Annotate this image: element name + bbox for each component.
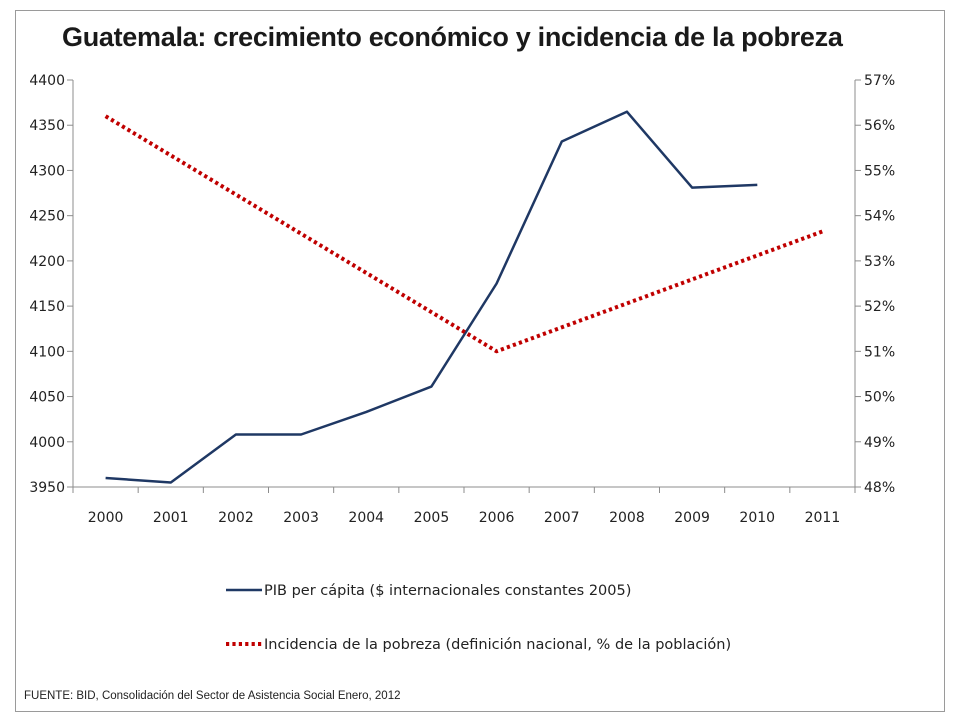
right-tick-label: 49% xyxy=(864,435,895,451)
right-tick-label: 50% xyxy=(864,390,895,406)
x-tick-label: 2007 xyxy=(544,510,580,526)
chart-axes: 3950 4000 4050 4100 4150 4200 4250 4300 4350 4400… xyxy=(29,73,895,526)
x-tick-label: 2010 xyxy=(739,510,775,526)
right-tick-label: 57% xyxy=(864,73,895,89)
left-tick-label: 4200 xyxy=(29,254,65,270)
x-tick-label: 2011 xyxy=(805,510,841,526)
legend-label-pobreza: Incidencia de la pobreza (definición nac… xyxy=(264,637,731,653)
right-tick-label: 56% xyxy=(864,118,895,134)
left-tick-label: 4050 xyxy=(29,390,65,406)
right-tick-label: 53% xyxy=(864,254,895,270)
x-tick-label: 2006 xyxy=(479,510,515,526)
x-tick-label: 2005 xyxy=(414,510,450,526)
left-tick-label: 4300 xyxy=(29,163,65,179)
chart-title: Guatemala: crecimiento económico y incid… xyxy=(62,22,843,52)
x-tick-label: 2004 xyxy=(348,510,384,526)
source-note: FUENTE: BID, Consolidación del Sector de… xyxy=(24,690,401,702)
x-tick-label: 2003 xyxy=(283,510,319,526)
x-tick-label: 2009 xyxy=(674,510,710,526)
left-tick-label: 4350 xyxy=(29,118,65,134)
left-tick-label: 4150 xyxy=(29,299,65,315)
x-tick-label: 2001 xyxy=(153,510,189,526)
left-tick-label: 4000 xyxy=(29,435,65,451)
x-tick-label: 2000 xyxy=(88,510,124,526)
slide-frame xyxy=(15,10,945,712)
left-tick-label: 4250 xyxy=(29,209,65,225)
right-tick-label: 51% xyxy=(864,344,895,360)
series-line-pobreza xyxy=(104,114,824,354)
x-tick-label: 2002 xyxy=(218,510,254,526)
chart-legend: PIB per cápita ($ internacionales consta… xyxy=(226,583,731,653)
left-tick-label: 4400 xyxy=(29,73,65,89)
right-tick-label: 52% xyxy=(864,299,895,315)
chart-series xyxy=(104,110,824,484)
series-line-pib xyxy=(105,110,758,484)
right-tick-label: 48% xyxy=(864,480,895,496)
left-tick-label: 3950 xyxy=(29,480,65,496)
legend-label-pib: PIB per cápita ($ internacionales consta… xyxy=(264,583,631,599)
right-tick-label: 54% xyxy=(864,209,895,225)
x-tick-label: 2008 xyxy=(609,510,645,526)
left-tick-label: 4100 xyxy=(29,344,65,360)
right-tick-label: 55% xyxy=(864,163,895,179)
